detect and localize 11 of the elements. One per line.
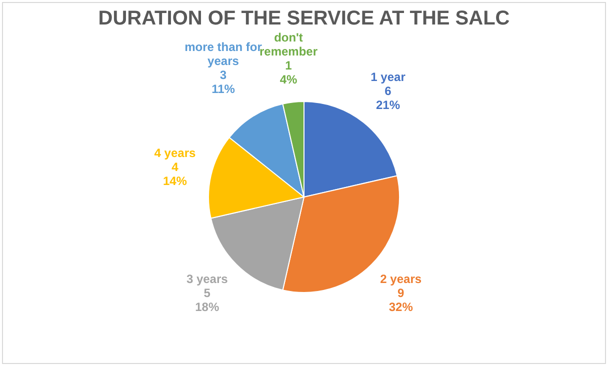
slice-label: 4 years: [154, 146, 196, 160]
slice-label: 1 year: [370, 70, 406, 84]
data-label: 5 18%: [195, 286, 220, 314]
data-label: 3 11%: [212, 68, 236, 96]
data-label: 9 32%: [388, 286, 414, 314]
slice-label: 2 years: [380, 272, 422, 286]
data-label: 1 4%: [280, 58, 298, 87]
data-label: 4 14%: [162, 160, 188, 188]
data-label: 6 21%: [376, 84, 400, 112]
slice-label: 3 years: [186, 272, 228, 286]
chart-title: DURATION OF THE SERVICE AT THE SALC: [98, 8, 510, 30]
